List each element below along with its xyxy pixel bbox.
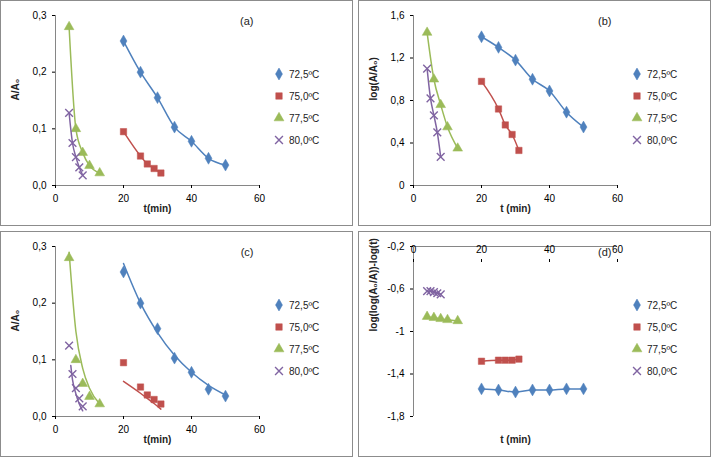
svg-text:A/A₀: A/A₀ <box>10 79 21 101</box>
svg-text:40: 40 <box>186 193 198 204</box>
html-text:75,0ºC: 75,0ºC <box>647 321 678 333</box>
svg-text:20: 20 <box>118 424 130 435</box>
svg-text:log(log(A₀/A))-log(t): log(log(A₀/A))-log(t) <box>368 238 379 331</box>
svg-text:0,2: 0,2 <box>33 297 47 308</box>
svg-text:0,3: 0,3 <box>33 241 47 252</box>
svg-text:t (min): t (min) <box>500 203 531 214</box>
svg-text:(b): (b) <box>598 15 611 27</box>
svg-text:-1: -1 <box>396 326 405 337</box>
svg-text:-0,2: -0,2 <box>387 241 405 252</box>
svg-text:0,3: 0,3 <box>33 10 47 21</box>
svg-text:t(min): t(min) <box>144 434 172 445</box>
svg-text:0,2: 0,2 <box>33 66 47 77</box>
svg-text:60: 60 <box>612 193 624 204</box>
html-text:75,0ºC: 75,0ºC <box>289 90 320 102</box>
svg-text:1,2: 1,2 <box>391 52 405 63</box>
html-text:75,0ºC: 75,0ºC <box>647 90 678 102</box>
svg-text:0: 0 <box>53 193 59 204</box>
svg-text:(d): (d) <box>598 246 611 258</box>
html-text:77,5ºC: 77,5ºC <box>647 343 678 355</box>
svg-text:0,4: 0,4 <box>391 137 405 148</box>
svg-text:0,8: 0,8 <box>391 95 405 106</box>
svg-text:t (min): t (min) <box>500 434 531 445</box>
svg-text:0,1: 0,1 <box>33 354 47 365</box>
svg-text:20: 20 <box>476 244 488 255</box>
svg-text:0: 0 <box>53 424 59 435</box>
svg-text:log(A/A₀): log(A/A₀) <box>368 57 379 100</box>
html-text:80,0ºC: 80,0ºC <box>289 134 320 146</box>
svg-text:t(min): t(min) <box>144 203 172 214</box>
html-text:80,0ºC: 80,0ºC <box>647 365 678 377</box>
svg-text:0,0: 0,0 <box>33 411 47 422</box>
svg-text:0: 0 <box>399 180 405 191</box>
svg-text:40: 40 <box>186 424 198 435</box>
html-text:77,5ºC: 77,5ºC <box>289 112 320 124</box>
html-text:72,5ºC: 72,5ºC <box>647 299 678 311</box>
svg-text:20: 20 <box>476 193 488 204</box>
html-text:72,5ºC: 72,5ºC <box>647 68 678 80</box>
html-text:75,0ºC: 75,0ºC <box>289 321 320 333</box>
html-text:77,5ºC: 77,5ºC <box>289 343 320 355</box>
html-text:72,5ºC: 72,5ºC <box>289 68 320 80</box>
svg-text:60: 60 <box>612 244 624 255</box>
svg-text:(a): (a) <box>240 15 253 27</box>
svg-text:1,6: 1,6 <box>391 10 405 21</box>
svg-text:0,0: 0,0 <box>33 180 47 191</box>
svg-text:40: 40 <box>544 244 556 255</box>
svg-text:60: 60 <box>254 424 266 435</box>
svg-text:40: 40 <box>544 193 556 204</box>
html-text:80,0ºC: 80,0ºC <box>289 365 320 377</box>
svg-text:-1,4: -1,4 <box>387 368 405 379</box>
svg-text:0,1: 0,1 <box>33 123 47 134</box>
svg-text:60: 60 <box>254 193 266 204</box>
svg-text:A/A₀: A/A₀ <box>10 310 21 332</box>
svg-text:20: 20 <box>118 193 130 204</box>
svg-text:0: 0 <box>411 244 417 255</box>
html-text:80,0ºC: 80,0ºC <box>647 134 678 146</box>
svg-text:-1,8: -1,8 <box>387 411 405 422</box>
html-text:77,5ºC: 77,5ºC <box>647 112 678 124</box>
svg-text:(c): (c) <box>241 246 254 258</box>
svg-text:0: 0 <box>411 193 417 204</box>
svg-text:-0,6: -0,6 <box>387 283 405 294</box>
html-text:72,5ºC: 72,5ºC <box>289 299 320 311</box>
